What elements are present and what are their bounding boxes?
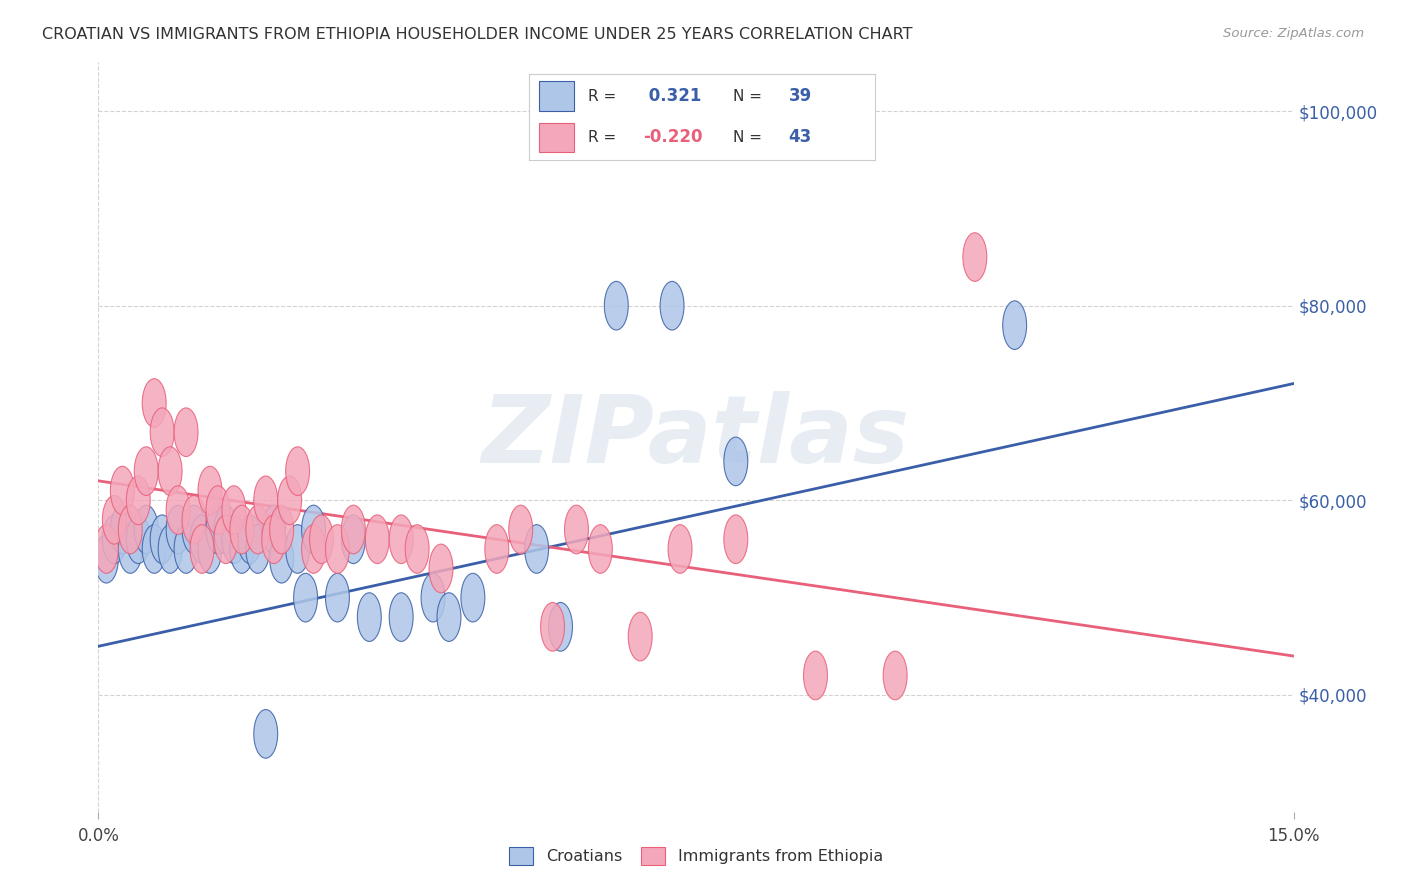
- Ellipse shape: [548, 602, 572, 651]
- Ellipse shape: [222, 515, 246, 564]
- Ellipse shape: [565, 505, 589, 554]
- Ellipse shape: [524, 524, 548, 574]
- Ellipse shape: [183, 495, 207, 544]
- Ellipse shape: [118, 505, 142, 554]
- Ellipse shape: [485, 524, 509, 574]
- Ellipse shape: [509, 505, 533, 554]
- Ellipse shape: [214, 505, 238, 554]
- Ellipse shape: [366, 515, 389, 564]
- Ellipse shape: [190, 524, 214, 574]
- Ellipse shape: [159, 524, 183, 574]
- Text: Source: ZipAtlas.com: Source: ZipAtlas.com: [1223, 27, 1364, 40]
- Ellipse shape: [94, 524, 118, 574]
- Ellipse shape: [437, 593, 461, 641]
- Ellipse shape: [254, 476, 278, 524]
- Ellipse shape: [302, 505, 326, 554]
- Ellipse shape: [342, 515, 366, 564]
- Ellipse shape: [461, 574, 485, 622]
- Ellipse shape: [198, 467, 222, 515]
- Ellipse shape: [190, 515, 214, 564]
- Ellipse shape: [389, 515, 413, 564]
- Ellipse shape: [238, 515, 262, 564]
- Ellipse shape: [357, 593, 381, 641]
- Ellipse shape: [150, 408, 174, 457]
- Ellipse shape: [326, 574, 350, 622]
- Ellipse shape: [214, 515, 238, 564]
- Ellipse shape: [262, 505, 285, 554]
- Ellipse shape: [389, 593, 413, 641]
- Text: CROATIAN VS IMMIGRANTS FROM ETHIOPIA HOUSEHOLDER INCOME UNDER 25 YEARS CORRELATI: CROATIAN VS IMMIGRANTS FROM ETHIOPIA HOU…: [42, 27, 912, 42]
- Ellipse shape: [628, 612, 652, 661]
- Ellipse shape: [661, 281, 685, 330]
- Ellipse shape: [207, 505, 231, 554]
- Legend: Croatians, Immigrants from Ethiopia: Croatians, Immigrants from Ethiopia: [502, 841, 890, 871]
- Ellipse shape: [135, 447, 159, 495]
- Ellipse shape: [166, 505, 190, 554]
- Ellipse shape: [589, 524, 613, 574]
- Ellipse shape: [405, 524, 429, 574]
- Ellipse shape: [159, 447, 183, 495]
- Ellipse shape: [285, 447, 309, 495]
- Ellipse shape: [804, 651, 827, 700]
- Ellipse shape: [326, 524, 350, 574]
- Ellipse shape: [135, 505, 159, 554]
- Ellipse shape: [246, 524, 270, 574]
- Ellipse shape: [183, 505, 207, 554]
- Ellipse shape: [207, 486, 231, 534]
- Ellipse shape: [111, 467, 135, 515]
- Ellipse shape: [541, 602, 565, 651]
- Ellipse shape: [222, 486, 246, 534]
- Ellipse shape: [262, 515, 285, 564]
- Ellipse shape: [231, 524, 254, 574]
- Ellipse shape: [1002, 301, 1026, 350]
- Ellipse shape: [429, 544, 453, 593]
- Ellipse shape: [127, 476, 150, 524]
- Ellipse shape: [724, 515, 748, 564]
- Ellipse shape: [174, 408, 198, 457]
- Ellipse shape: [111, 505, 135, 554]
- Ellipse shape: [302, 524, 326, 574]
- Ellipse shape: [198, 524, 222, 574]
- Ellipse shape: [174, 524, 198, 574]
- Ellipse shape: [668, 524, 692, 574]
- Ellipse shape: [246, 505, 270, 554]
- Ellipse shape: [270, 534, 294, 583]
- Text: ZIPatlas: ZIPatlas: [482, 391, 910, 483]
- Ellipse shape: [118, 524, 142, 574]
- Ellipse shape: [883, 651, 907, 700]
- Ellipse shape: [270, 505, 294, 554]
- Ellipse shape: [605, 281, 628, 330]
- Ellipse shape: [103, 515, 127, 564]
- Ellipse shape: [294, 574, 318, 622]
- Ellipse shape: [142, 524, 166, 574]
- Ellipse shape: [309, 515, 333, 564]
- Ellipse shape: [127, 515, 150, 564]
- Ellipse shape: [103, 495, 127, 544]
- Ellipse shape: [142, 379, 166, 427]
- Ellipse shape: [285, 524, 309, 574]
- Ellipse shape: [278, 476, 302, 524]
- Ellipse shape: [94, 534, 118, 583]
- Ellipse shape: [724, 437, 748, 486]
- Ellipse shape: [342, 505, 366, 554]
- Ellipse shape: [150, 515, 174, 564]
- Ellipse shape: [166, 486, 190, 534]
- Ellipse shape: [963, 233, 987, 281]
- Ellipse shape: [254, 709, 278, 758]
- Ellipse shape: [231, 505, 254, 554]
- Ellipse shape: [422, 574, 446, 622]
